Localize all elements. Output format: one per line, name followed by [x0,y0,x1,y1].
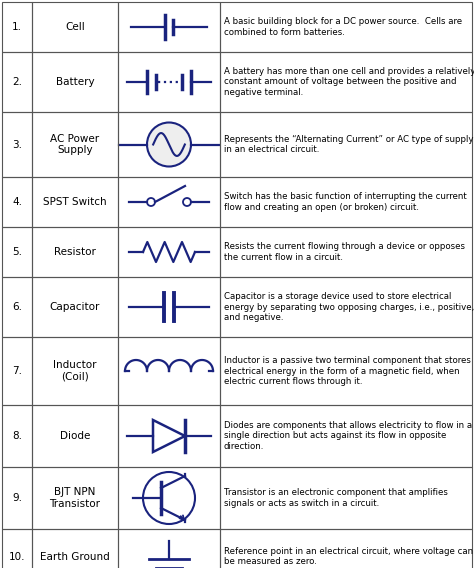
Text: A basic building block for a DC power source.  Cells are
combined to form batter: A basic building block for a DC power so… [224,17,462,37]
Bar [220,52,472,112]
Circle shape [147,123,191,166]
Bar [220,405,472,467]
Text: 2.: 2. [12,77,22,87]
Bar [32,2,118,52]
Bar [118,277,220,337]
Text: Transistor is an electronic component that amplifies
signals or acts as switch i: Transistor is an electronic component th… [224,488,448,508]
Bar [118,405,220,467]
Text: 10.: 10. [9,552,25,562]
Bar [32,405,118,467]
Text: Cell: Cell [65,22,85,32]
Text: 1.: 1. [12,22,22,32]
Text: AC Power
Supply: AC Power Supply [50,133,100,155]
Text: 9.: 9. [12,493,22,503]
Text: Switch has the basic function of interrupting the current
flow and creating an o: Switch has the basic function of interru… [224,193,467,212]
Text: BJT NPN
Transistor: BJT NPN Transistor [49,487,100,509]
Bar [118,529,220,568]
Text: 3.: 3. [12,140,22,149]
Bar [32,112,118,177]
Text: Represents the “Alternating Current” or AC type of supply
in an electrical circu: Represents the “Alternating Current” or … [224,135,474,154]
Bar [32,529,118,568]
Bar [2,227,32,277]
Bar [118,227,220,277]
Bar [2,112,32,177]
Text: 6.: 6. [12,302,22,312]
Bar [220,2,472,52]
Text: Resists the current flowing through a device or opposes
the current flow in a ci: Resists the current flowing through a de… [224,243,465,262]
Bar [118,52,220,112]
Bar [2,529,32,568]
Bar [32,337,118,405]
Bar [220,112,472,177]
Bar [220,529,472,568]
Text: Reference point in an electrical circuit, where voltage can
be measured as zero.: Reference point in an electrical circuit… [224,547,473,566]
Text: 8.: 8. [12,431,22,441]
Bar [118,112,220,177]
Bar [2,177,32,227]
Bar [32,277,118,337]
Bar [32,467,118,529]
Text: Inductor
(Coil): Inductor (Coil) [53,360,97,382]
Text: Resistor: Resistor [54,247,96,257]
Text: 5.: 5. [12,247,22,257]
Bar [220,337,472,405]
Bar [118,2,220,52]
Bar [118,177,220,227]
Bar [220,277,472,337]
Bar [32,227,118,277]
Text: A battery has more than one cell and provides a relatively
constant amount of vo: A battery has more than one cell and pro… [224,67,474,97]
Bar [32,177,118,227]
Text: Diodes are components that allows electricity to flow in a
single direction but : Diodes are components that allows electr… [224,421,472,451]
Bar [32,52,118,112]
Text: Capacitor is a storage device used to store electrical
energy by separating two : Capacitor is a storage device used to st… [224,292,474,322]
Text: Diode: Diode [60,431,90,441]
Text: Inductor is a passive two terminal component that stores
electrical energy in th: Inductor is a passive two terminal compo… [224,356,471,386]
Text: Battery: Battery [55,77,94,87]
Text: Capacitor: Capacitor [50,302,100,312]
Bar [2,467,32,529]
Bar [2,405,32,467]
Bar [2,337,32,405]
Bar [220,467,472,529]
Text: 7.: 7. [12,366,22,376]
Bar [2,52,32,112]
Bar [220,227,472,277]
Bar [118,467,220,529]
Bar [2,2,32,52]
Bar [220,177,472,227]
Bar [2,277,32,337]
Text: 4.: 4. [12,197,22,207]
Bar [118,337,220,405]
Text: Earth Ground: Earth Ground [40,552,110,562]
Text: SPST Switch: SPST Switch [43,197,107,207]
